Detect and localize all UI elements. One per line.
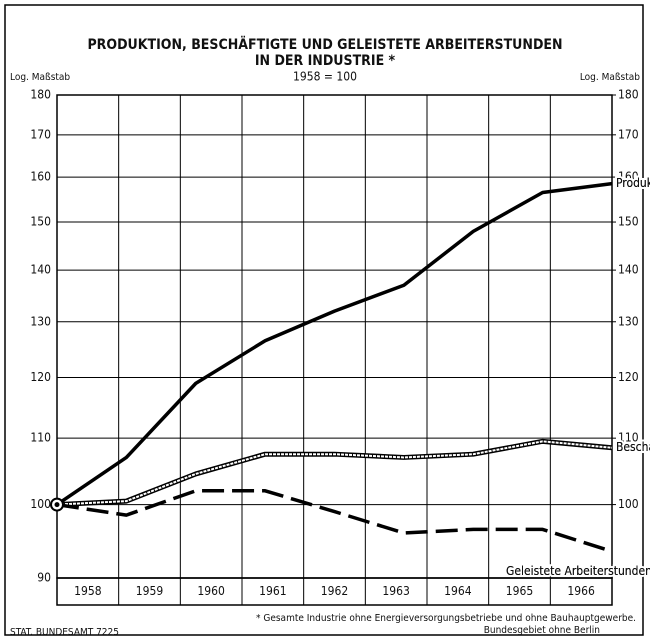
y-tick-label: 130 [30,314,51,328]
y2-tick-label: 170 [618,127,639,141]
chart-subtitle: IN DER INDUSTRIE * [255,53,396,69]
y2-tick-label: 160 [618,170,639,184]
series-label: Geleistete Arbeiterstunden [506,564,650,578]
line-series [56,181,613,507]
y-axis-label: Log. Maßstab [10,72,70,83]
y2-tick-label: 140 [618,263,639,277]
footnote: Bundesgebiet ohne Berlin [484,625,600,636]
series-label: Produktionsindex [616,176,650,190]
y2-tick-label: 130 [618,314,639,328]
y-tick-label: 150 [30,215,51,229]
series-label: Beschäftigte [616,440,650,454]
line-series-inner [56,440,613,506]
x-tick-label: 1961 [259,584,286,598]
x-tick-label: 1959 [136,584,164,598]
line-series [56,489,613,554]
origin-dot [54,502,60,508]
chart-title: PRODUKTION, BESCHÄFTIGTE UND GELEISTETE … [87,36,562,53]
y2-tick-label: 120 [618,370,639,384]
y2-tick-label: 110 [618,431,639,445]
y-tick-label: 180 [30,88,51,102]
y-tick-label: 120 [30,370,51,384]
series-label: Geleistete Arbeiterstunden [506,564,650,578]
x-tick-label: 1960 [197,584,225,598]
y2-tick-label: 180 [618,88,639,102]
y-tick-label: 140 [30,263,51,277]
source: STAT. BUNDESAMT 7225 [10,627,119,638]
series-label: Beschäftigte [616,440,650,454]
y-tick-label: 100 [30,497,51,511]
x-tick-label: 1964 [444,584,472,598]
y-tick-label: 90 [37,571,51,585]
x-tick-label: 1963 [382,584,409,598]
y-tick-label: 170 [30,127,51,141]
frame [4,4,644,636]
y2-tick-label: 100 [618,497,639,511]
x-tick-label: 1958 [74,584,102,598]
x-tick-label: 1966 [567,584,595,598]
y-tick-label: 160 [30,170,51,184]
y-tick-label: 110 [30,431,51,445]
footnote: * Gesamte Industrie ohne Energieversorgu… [256,613,636,624]
y2-tick-label: 150 [618,215,639,229]
plot-area [56,94,613,579]
y2-axis-label: Log. Maßstab [580,72,640,83]
x-tick-label: 1965 [506,584,533,598]
base-note: 1958 = 100 [293,70,357,84]
x-tick-label: 1962 [321,584,348,598]
series-label: Produktionsindex [616,176,650,190]
